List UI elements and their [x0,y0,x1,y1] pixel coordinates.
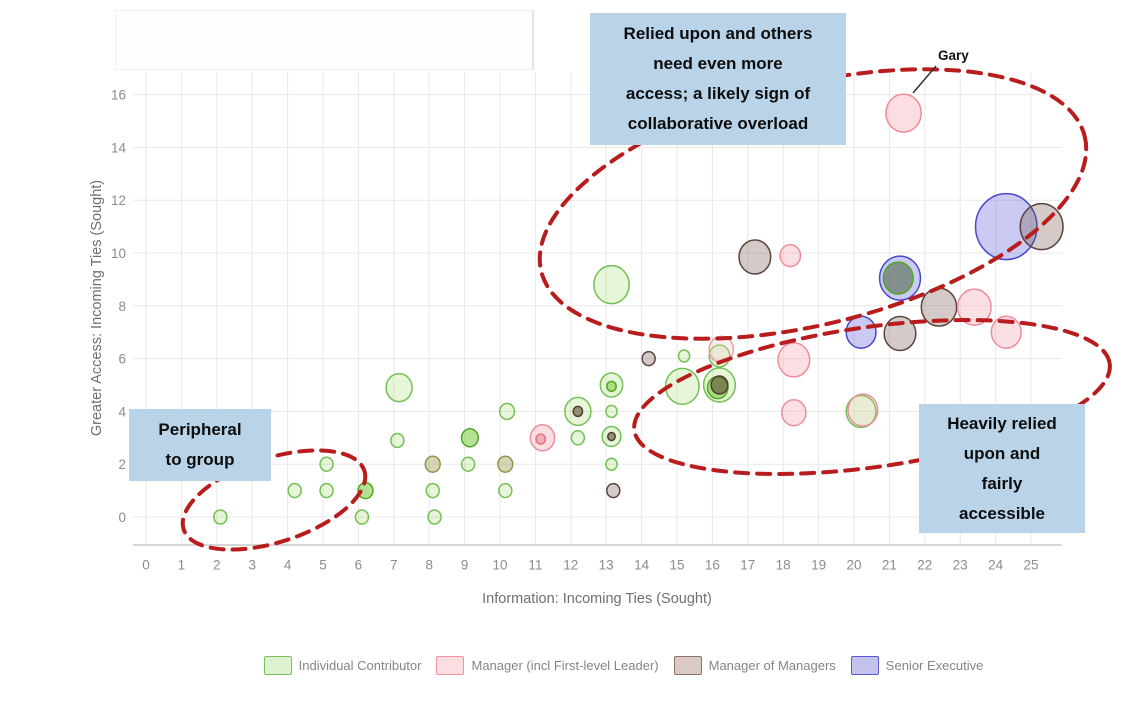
x-tick-label: 4 [284,558,292,573]
bubble-ic [498,402,516,421]
legend-label: Senior Executive [885,658,984,673]
y-tick-label: 10 [111,246,126,261]
x-tick-label: 16 [705,558,720,573]
chart-legend: Individual Contributor Manager (incl Fir… [0,656,1132,675]
x-tick-label: 12 [563,558,578,573]
bubble-mom [641,350,656,367]
bubble-ic [213,509,228,525]
x-tick-label: 11 [528,558,542,573]
bubble-ic [425,482,440,499]
y-tick-label: 12 [111,193,126,208]
gary-callout-label: Gary [938,48,969,63]
bubble-ic [390,432,405,449]
y-tick-label: 16 [111,88,126,103]
bubble-mom [1019,202,1064,251]
bubble-mom [606,482,621,499]
y-tick-label: 0 [118,510,126,525]
x-tick-label: 1 [178,558,186,573]
x-tick-label: 5 [319,558,327,573]
y-axis-title: Greater Access: Incoming Ties (Sought) [89,179,105,437]
legend-item-manager: Manager (incl First-level Leader) [436,656,659,675]
y-tick-label: 14 [111,140,127,155]
x-tick-label: 19 [811,558,826,573]
bubble-ic [287,482,302,499]
annotation-overload-box: Relied upon and others need even more ac… [590,13,846,145]
x-tick-label: 0 [142,558,150,573]
bubble-ic [385,372,413,403]
x-tick-label: 22 [917,558,932,573]
bubble-mgr [779,243,802,268]
bubble-ic [319,456,334,472]
bubble-mgr [535,433,547,445]
x-tick-label: 2 [213,558,221,573]
legend-swatch-pink-icon [436,656,465,675]
bubble-ic [677,349,691,363]
y-tick-label: 4 [118,404,126,419]
legend-item-manager-of-managers: Manager of Managers [673,656,836,675]
bubble-ic [593,264,630,305]
bubble-ic [354,509,370,525]
x-tick-label: 6 [355,558,363,573]
x-tick-label: 7 [390,558,398,573]
bubble-mgr-gary [885,93,922,133]
bubble-mom [497,455,514,473]
x-tick-label: 18 [776,558,791,573]
bubble-mom [738,239,772,275]
x-tick-label: 24 [988,558,1004,573]
y-tick-label: 2 [118,457,126,472]
legend-item-individual-contributor: Individual Contributor [263,656,422,675]
x-tick-label: 25 [1023,558,1038,573]
y-tick-label: 8 [118,299,126,314]
x-tick-label: 10 [492,558,507,573]
bubble-ic [427,509,442,525]
x-tick-label: 8 [425,558,433,573]
x-tick-label: 17 [740,558,755,573]
annotation-accessible-box: Heavily relied upon and fairly accessibl… [919,404,1085,533]
annotation-peripheral-box: Peripheral to group [129,409,271,481]
bubble-mgr [990,315,1022,349]
bubble-ic [882,261,914,295]
x-tick-label: 9 [461,558,469,573]
y-tick-label: 6 [118,352,126,367]
x-tick-label: 15 [669,558,684,573]
x-tick-label: 21 [882,558,897,573]
legend-swatch-blue-icon [850,656,879,675]
x-tick-label: 20 [846,558,861,573]
bubble-ic [460,428,480,448]
bubble-mom [607,431,616,442]
legend-label: Manager (incl First-level Leader) [471,658,659,673]
bubble-ic [570,430,586,446]
x-tick-label: 23 [953,558,968,573]
bubble-ic [498,482,513,499]
legend-swatch-green-icon [263,656,292,675]
bubble-ic [605,404,618,419]
bubble-mom [710,375,729,395]
empty-title-box [115,10,534,70]
bubble-ic [319,482,334,499]
legend-label: Manager of Managers [708,658,836,673]
bubble-ic [460,456,476,472]
bubble-ic [605,457,618,471]
bubble-mgr [777,342,811,378]
bubble-mom [424,455,441,473]
bubble-ic [606,380,617,393]
legend-swatch-brown-icon [673,656,702,675]
dashed-ellipse-heavily-relied-accessible [632,318,1112,476]
bubble-mgr [956,288,992,326]
legend-label: Individual Contributor [298,658,422,673]
bubble-mgr [780,398,807,427]
bubble-exec [845,315,877,349]
x-tick-label: 13 [599,558,614,573]
bubble-ic [845,394,877,429]
x-tick-label: 14 [634,558,650,573]
gary-callout-line [912,65,937,94]
bubble-mgr [847,393,879,427]
legend-item-senior-executive: Senior Executive [850,656,984,675]
bubble-mom [572,405,584,418]
x-axis-title: Information: Incoming Ties (Sought) [482,591,712,607]
x-tick-label: 3 [248,558,256,573]
